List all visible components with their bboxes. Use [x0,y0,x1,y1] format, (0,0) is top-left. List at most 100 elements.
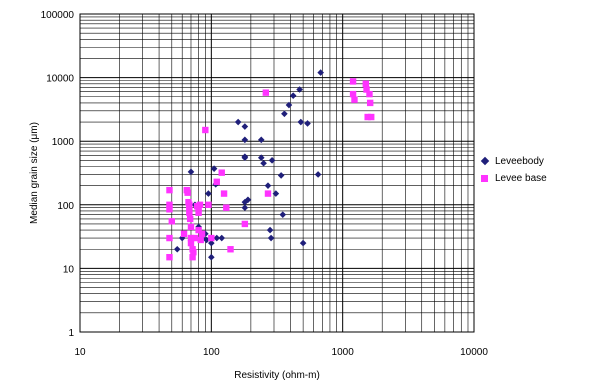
levee-base-point [187,234,195,242]
legend-label-levee-base: Levee base [495,173,547,184]
leveebody-point [257,154,265,162]
y-tick-label: 1000 [52,137,75,148]
levee-base-point [166,234,173,242]
levee-base-point [166,186,173,194]
levee-base-point [197,236,204,244]
leveebody-point [264,182,272,189]
levee-base-point [368,113,375,121]
x-tick-label: 10 [74,347,86,358]
leveebody-point [296,86,303,93]
leveebody-point [297,118,305,126]
leveebody-point [285,101,293,109]
leveebody-point [218,234,226,242]
x-tick-label: 10000 [460,347,488,358]
leveebody-point [203,236,210,244]
levee-base-point [264,190,272,197]
grid-lines [79,14,474,333]
leveebody-point [268,157,276,164]
levee-base-point [366,90,373,98]
levee-base-point [218,169,225,176]
levee-base-point [186,209,193,216]
levee-base-point [220,190,228,197]
leveebody-point [241,204,249,212]
x-axis-label: Resistivity (ohm-m) [234,370,320,381]
square-marker-icon [478,172,492,186]
leveebody-point [241,136,249,144]
levee-base-point [202,126,209,134]
leveebody-point [260,159,267,167]
x-tick-label: 1000 [332,347,355,358]
leveebody-point [205,190,212,197]
levee-base-point [166,254,173,261]
leveebody-point [279,211,287,218]
levee-base-point [351,96,358,103]
plot-frame [79,13,475,333]
legend-item-leveebody: Leveebody [478,153,547,170]
levee-base-point [184,189,191,196]
leveebody-point [314,171,322,178]
levee-base-point [195,226,202,234]
y-tick-label: 1 [68,328,74,339]
leveebody-point [234,118,242,126]
levee-base-point [195,209,202,216]
levee-base-point [187,239,195,247]
levee-base-point [205,201,212,208]
levee-base-point [363,86,370,93]
leveebody-point [317,69,324,76]
leveebody-point [266,226,274,234]
levee-base-point [362,80,369,87]
leveebody-point [257,136,265,144]
levee-base-point [190,248,197,256]
levee-base-point [189,254,196,261]
levee-base-point [227,246,234,253]
levee-base-point [186,215,194,223]
y-tick-label: 10 [63,264,75,275]
leveebody-point [173,245,181,253]
leveebody-point [241,198,249,206]
leveebody-point [299,239,307,247]
leveebody-point [289,92,297,99]
levee-base-point [168,218,175,225]
legend: Leveebody Levee base [478,153,547,187]
leveebody-point [304,120,311,127]
levee-base-point [364,113,371,121]
leveebody-point [210,165,218,172]
leveebody-point [272,190,280,197]
leveebody-point [208,253,215,261]
levee-base-point [223,204,230,211]
leveebody-point [277,172,285,179]
legend-item-levee-base: Levee base [478,170,547,187]
levee-base-point [349,90,357,98]
levee-base-point [196,201,204,208]
levee-base-point [213,178,220,185]
leveebody-point [281,110,288,118]
levee-base-point [191,234,199,242]
x-tick-label: 100 [203,347,220,358]
y-axis-label: Median grain size (μm) [29,122,40,224]
levee-base-point [166,201,173,208]
levee-base-point [349,78,357,85]
leveebody-point [241,123,249,130]
y-tick-label: 100000 [41,10,75,21]
diamond-marker-icon [478,155,492,169]
leveebody-point [244,196,252,204]
levee-base-point [366,99,374,107]
leveebody-point [213,234,221,242]
leveebody-point [208,239,215,247]
leveebody-point [187,168,195,176]
levee-base-point [166,206,173,213]
levee-base-point [180,230,188,237]
levee-base-point [186,204,193,211]
levee-base-point [198,230,206,237]
y-tick-label: 10000 [46,74,74,85]
leveebody-point [241,154,249,162]
y-tick-label: 100 [57,201,74,212]
levee-base-point [262,89,270,96]
leveebody-point [267,234,275,242]
levee-base-point [187,223,195,231]
levee-base-point [241,220,249,228]
data-points [166,69,375,261]
levee-base-point [208,234,215,242]
